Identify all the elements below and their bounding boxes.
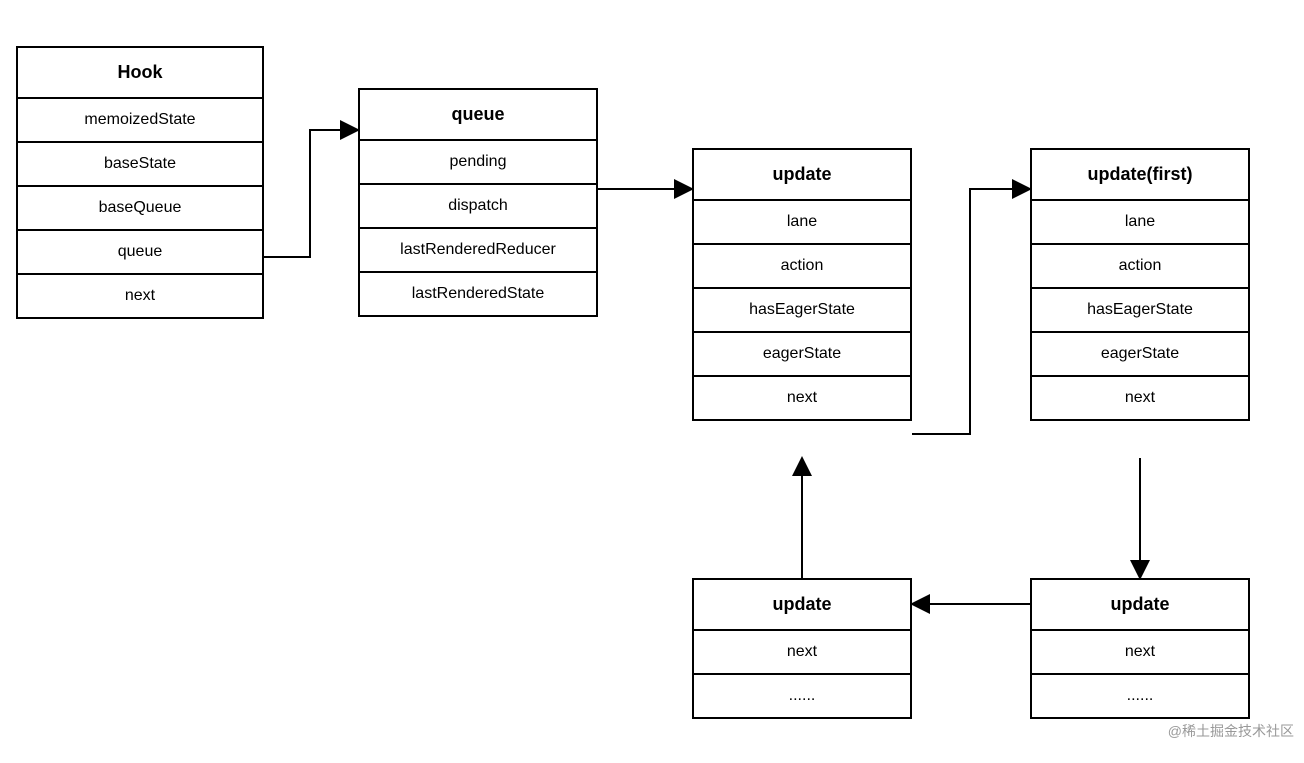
node-queue-row-3: lastRenderedState [360,273,596,315]
edge-2 [912,189,1030,434]
node-update_first-row-2: hasEagerState [1032,289,1248,333]
node-queue: queuependingdispatchlastRenderedReducerl… [358,88,598,317]
watermark: @稀土掘金技术社区 [1168,721,1294,741]
node-update_first-row-4: next [1032,377,1248,419]
node-update1-row-1: action [694,245,910,289]
node-update_first: update(first)laneactionhasEagerStateeage… [1030,148,1250,421]
node-update1-row-0: lane [694,201,910,245]
node-update_br: updatenext...... [1030,578,1250,719]
node-update_bl-row-1: ...... [694,675,910,717]
node-hook-row-0: memoizedState [18,99,262,143]
node-hook-header: Hook [18,48,262,99]
node-update1: updatelaneactionhasEagerStateeagerStaten… [692,148,912,421]
node-update_bl: updatenext...... [692,578,912,719]
node-update_first-row-0: lane [1032,201,1248,245]
node-update_br-row-0: next [1032,631,1248,675]
node-update_br-row-1: ...... [1032,675,1248,717]
node-update1-header: update [694,150,910,201]
node-hook-row-4: next [18,275,262,317]
node-queue-row-0: pending [360,141,596,185]
node-update1-row-3: eagerState [694,333,910,377]
node-queue-row-2: lastRenderedReducer [360,229,596,273]
node-update_br-header: update [1032,580,1248,631]
node-hook: HookmemoizedStatebaseStatebaseQueuequeue… [16,46,264,319]
node-update_first-header: update(first) [1032,150,1248,201]
node-hook-row-1: baseState [18,143,262,187]
edge-0 [264,130,358,257]
node-update1-row-2: hasEagerState [694,289,910,333]
node-update1-row-4: next [694,377,910,419]
node-queue-row-1: dispatch [360,185,596,229]
node-update_first-row-3: eagerState [1032,333,1248,377]
node-hook-row-3: queue [18,231,262,275]
node-update_first-row-1: action [1032,245,1248,289]
node-queue-header: queue [360,90,596,141]
node-hook-row-2: baseQueue [18,187,262,231]
node-update_bl-row-0: next [694,631,910,675]
node-update_bl-header: update [694,580,910,631]
